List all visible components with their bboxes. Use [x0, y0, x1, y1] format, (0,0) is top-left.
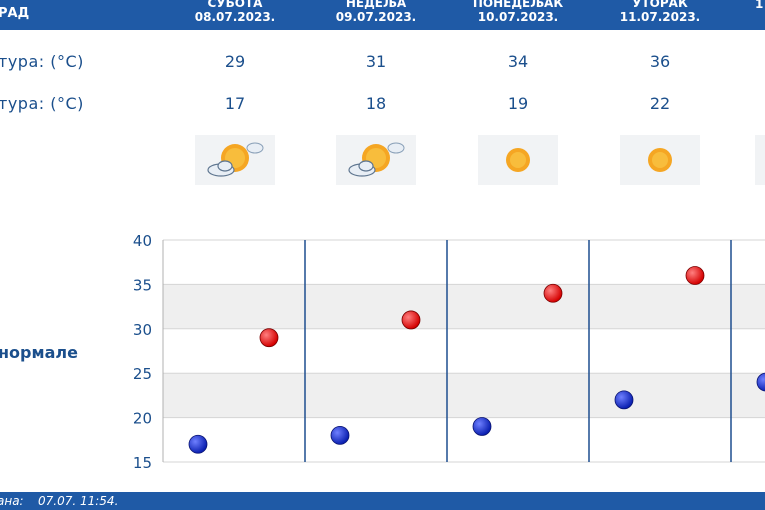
day-date: 08.07.2023. [194, 10, 276, 24]
max-temp-value: 34 [507, 52, 529, 71]
max-temp-point [685, 266, 705, 285]
y-tick-label: 25 [133, 365, 152, 383]
chart-band [163, 240, 765, 285]
chart-grid [162, 239, 765, 463]
min-temp-point [472, 417, 492, 436]
day-header-4: УТОРАК 11.07.2023. [600, 0, 720, 27]
chart-band [163, 328, 765, 374]
min-temp-value: 22 [649, 94, 671, 113]
y-tick-label: 20 [133, 410, 152, 428]
day-header-1: СУБОТА 08.07.2023. [175, 0, 295, 27]
max-temp-value: 36 [649, 52, 671, 71]
chart-band [163, 373, 765, 418]
min-temp-value: 18 [365, 94, 387, 113]
y-tick-label: 35 [133, 276, 152, 294]
min-temp-value: 17 [224, 94, 246, 113]
chart-bands [163, 240, 765, 462]
max-temp-value: 29 [224, 52, 246, 71]
min-temp-point [188, 434, 208, 454]
sunny-icon [478, 135, 558, 185]
day-date: 1 [755, 0, 764, 11]
chart-y-ticks: 15 20 25 30 35 40 [133, 232, 152, 472]
max-temp-point [543, 283, 563, 303]
footer-timestamp: 07.07. 11:54. [38, 494, 119, 508]
day-name: НЕДЕЉА [345, 0, 407, 10]
min-temp-point [614, 390, 634, 410]
weather-icon-partial [755, 135, 765, 185]
footer-bar: ана: 07.07. 11:54. [0, 492, 765, 510]
min-temp-value: 19 [507, 94, 529, 113]
day-date: 11.07.2023. [619, 10, 701, 24]
chart-band [163, 417, 765, 462]
footer-label: ана: [0, 494, 24, 508]
chart-points [188, 266, 765, 454]
norm-label: нормале [0, 343, 78, 362]
partly-cloudy-icon [195, 135, 275, 185]
day-header-2: НЕДЕЉА 09.07.2023. [316, 0, 436, 27]
chart-band [163, 284, 765, 329]
max-temp-point [259, 328, 279, 348]
temperature-chart: 15 20 25 30 35 40 [133, 232, 765, 472]
max-temp-point [401, 310, 421, 330]
day-header-3: ПОНЕДЕЉАК 10.07.2023. [458, 0, 578, 27]
day-name: СУБОТА [207, 0, 263, 10]
min-temp-label: тура: (°C) [0, 94, 84, 113]
max-temp-value: 31 [365, 52, 387, 71]
y-tick-label: 40 [133, 232, 152, 250]
min-temp-point [756, 372, 765, 392]
day-date: 10.07.2023. [477, 10, 559, 24]
y-tick-label: 15 [133, 454, 152, 472]
day-header-5: 1 [755, 0, 765, 14]
day-date: 09.07.2023. [335, 10, 417, 24]
sunny-icon [620, 135, 700, 185]
partly-cloudy-icon [336, 135, 416, 185]
min-temp-point [330, 425, 350, 445]
y-tick-label: 30 [133, 321, 152, 339]
forecast-header: РАД СУБОТА 08.07.2023. НЕДЕЉА 09.07.2023… [0, 0, 765, 30]
day-name: ПОНЕДЕЉАК [472, 0, 564, 10]
max-temp-label: тура: (°C) [0, 52, 84, 71]
day-name: УТОРАК [632, 0, 688, 10]
city-label: РАД [0, 6, 30, 21]
